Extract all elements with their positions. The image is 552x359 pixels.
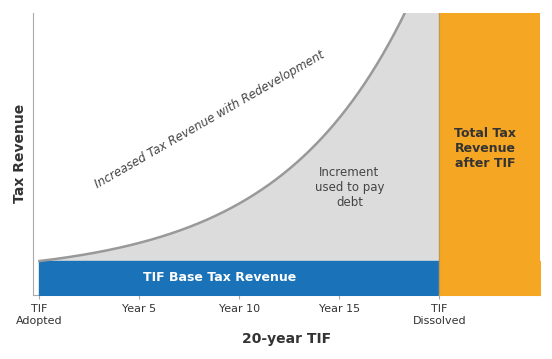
Text: Increased Tax Revenue with Redevelopment: Increased Tax Revenue with Redevelopment [92,48,327,191]
Text: TIF Base Tax Revenue: TIF Base Tax Revenue [143,271,296,284]
Text: Increment
used to pay
debt: Increment used to pay debt [315,166,384,209]
X-axis label: 20-year TIF: 20-year TIF [242,332,331,346]
Text: Total Tax
Revenue
after TIF: Total Tax Revenue after TIF [454,127,517,169]
Y-axis label: Tax Revenue: Tax Revenue [13,104,26,203]
